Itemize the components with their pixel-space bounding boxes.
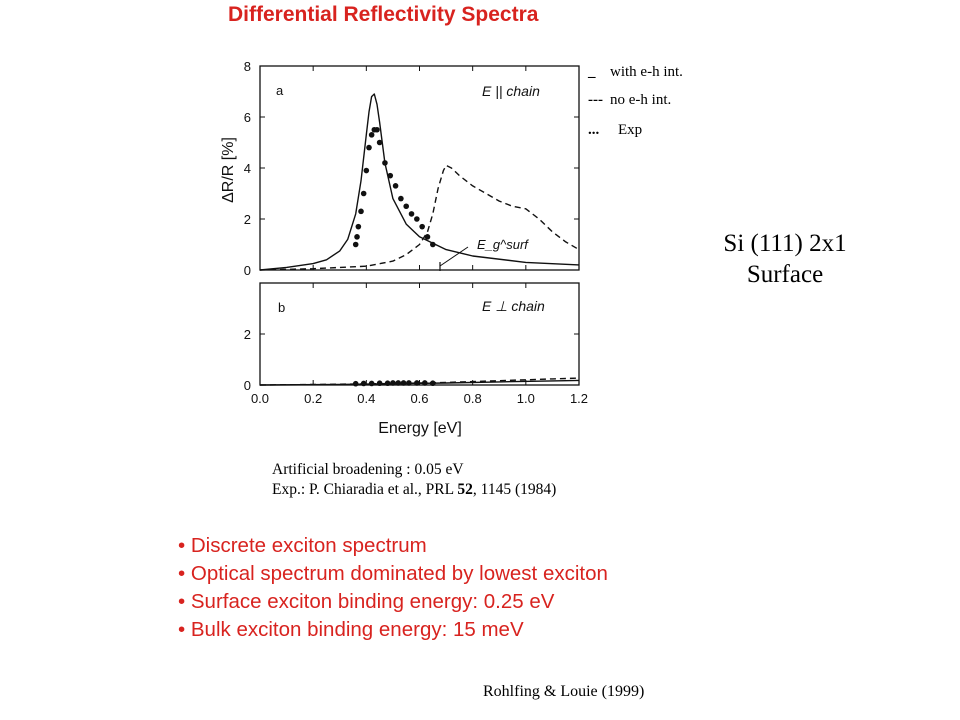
sample-label-line1: Si (111) 2x1 (723, 230, 847, 257)
data-point (406, 380, 412, 386)
x-axis-label: Energy [eV] (378, 420, 462, 437)
broadening-value: 0.05 eV (414, 461, 464, 478)
bullet-item: • Optical spectrum dominated by lowest e… (178, 562, 608, 585)
y-tick-label: 2 (244, 212, 251, 227)
y-tick-label: 0 (244, 378, 251, 393)
reference-suffix: , 1145 (1984) (472, 481, 557, 498)
data-point (376, 139, 383, 146)
data-point (387, 172, 394, 179)
data-point (392, 183, 399, 189)
legend-label: no e-h int. (610, 92, 672, 108)
data-point (368, 380, 375, 387)
reference-volume: 52 (457, 481, 473, 498)
y-tick-label: 2 (244, 327, 251, 342)
legend-dashed-symbol: --- (588, 92, 603, 108)
legend-solid-symbol: _ (588, 64, 596, 80)
data-point (376, 380, 383, 387)
data-point (374, 126, 380, 133)
series-line-with-eh (259, 379, 580, 386)
bullet-item: • Discrete exciton spectrum (178, 534, 427, 557)
data-point (368, 132, 375, 138)
data-point (358, 208, 364, 215)
data-point (366, 144, 372, 151)
legend-label: Exp (618, 122, 643, 138)
legend-label: with e-h int. (610, 64, 683, 80)
experiment-reference: Exp.: P. Chiaradia et al., PRL 52, 1145 … (272, 480, 556, 500)
data-point (429, 380, 436, 387)
data-point (424, 234, 431, 240)
data-point (395, 380, 402, 386)
broadening-label: Artificial broadening : (272, 461, 411, 478)
data-point (382, 160, 388, 166)
x-tick-label: 1.2 (570, 391, 588, 406)
bullet-item: • Bulk exciton binding energy: 15 meV (178, 618, 524, 641)
gap-pointer-line (439, 246, 469, 267)
data-point (363, 167, 370, 174)
data-point (352, 380, 359, 387)
broadening-note: Artificial broadening : 0.05 eV (272, 460, 556, 480)
y-tick-label: 4 (244, 161, 251, 176)
bullet-list: • Discrete exciton spectrum • Optical sp… (178, 532, 608, 644)
data-point (352, 241, 359, 248)
data-point (360, 190, 367, 197)
data-point (400, 380, 407, 386)
data-point (390, 380, 396, 386)
reference-prefix: Exp.: P. Chiaradia et al., PRL (272, 481, 454, 498)
data-point (384, 380, 391, 387)
gap-energy-label: E_g^surf (477, 237, 529, 252)
panel-b-field-annotation: E ⊥ chain (482, 298, 545, 314)
citation: Rohlfing & Louie (1999) (483, 683, 645, 700)
series-line-no-eh (259, 164, 580, 271)
data-point (354, 234, 360, 240)
data-point (355, 223, 362, 230)
data-point (422, 380, 428, 386)
axis-ticks: 0 2 4 6 8 0 2 0.0 0.2 0.4 0.6 0.8 1.0 1.2 (244, 59, 588, 406)
y-tick-label: 6 (244, 110, 251, 125)
data-series (259, 93, 580, 387)
data-point (360, 380, 367, 387)
y-tick-label: 8 (244, 59, 251, 74)
x-tick-label: 0.6 (410, 391, 428, 406)
notes: Artificial broadening : 0.05 eV Exp.: P.… (272, 460, 556, 500)
sample-label: Si (111) 2x1 Surface (700, 228, 870, 290)
panel-a-field-annotation: E || chain (482, 83, 540, 99)
panel-b-label: b (278, 300, 285, 315)
data-point (414, 216, 420, 222)
x-tick-label: 0.0 (251, 391, 269, 406)
sample-label-line2: Surface (746, 261, 824, 288)
series-line-no-eh (259, 377, 580, 386)
panel-a-label: a (276, 83, 284, 98)
data-point (408, 211, 415, 217)
data-point (429, 241, 436, 248)
x-tick-label: 0.4 (357, 391, 375, 406)
x-tick-label: 0.8 (464, 391, 482, 406)
data-point (414, 380, 420, 386)
x-tick-label: 0.2 (304, 391, 322, 406)
bullet-item: • Surface exciton binding energy: 0.25 e… (178, 590, 555, 613)
x-tick-label: 1.0 (517, 391, 535, 406)
y-axis-label: ΔR/R [%] (220, 137, 237, 203)
data-point (398, 195, 404, 202)
y-tick-label: 0 (244, 263, 251, 278)
legend-dots-symbol: ... (588, 122, 600, 138)
data-point (403, 203, 410, 210)
data-point (419, 223, 425, 230)
slide-title: Differential Reflectivity Spectra (228, 3, 539, 26)
